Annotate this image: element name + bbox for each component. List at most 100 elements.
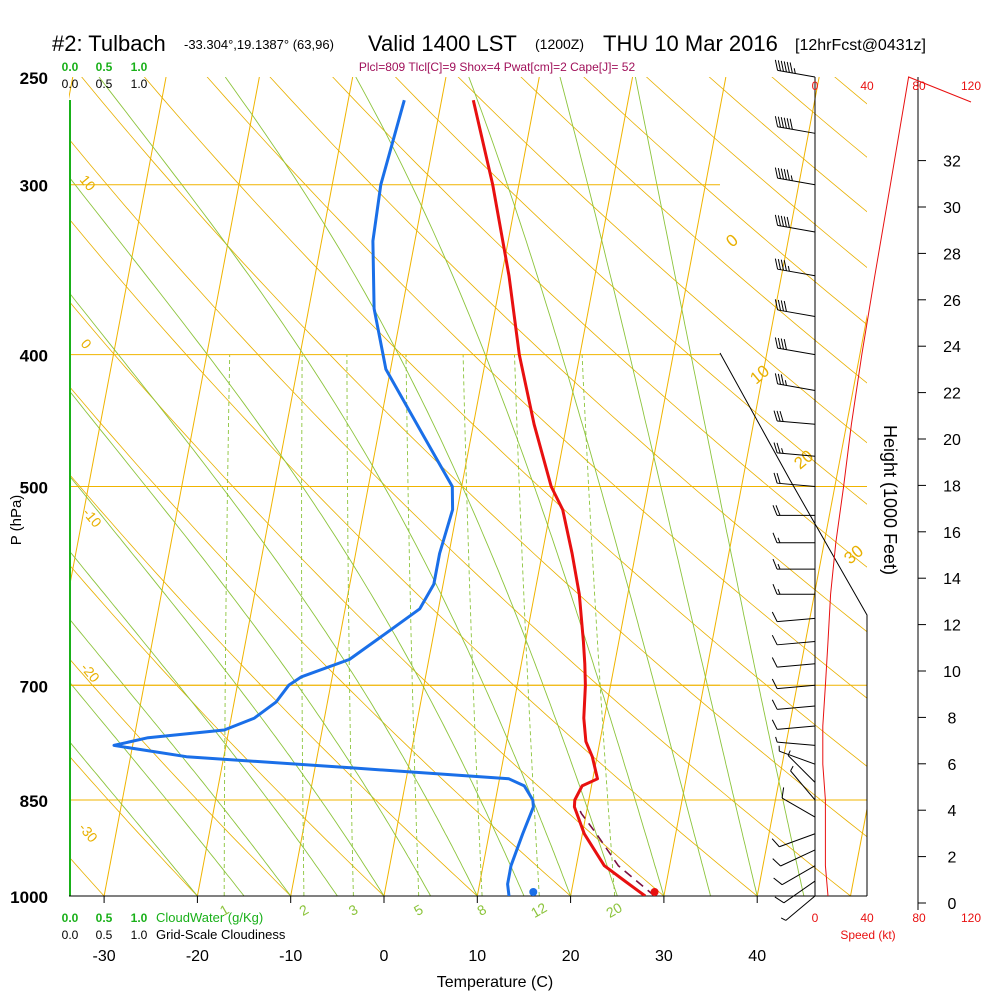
dry-adiabat-line — [457, 77, 867, 444]
wind-speed-line — [822, 76, 972, 897]
wind-barb — [774, 373, 816, 391]
wind-barbs — [771, 59, 816, 921]
wind-barb-halfflag — [790, 765, 794, 772]
wind-barb-flag — [780, 117, 784, 128]
wind-barb-flag — [783, 300, 787, 312]
moist-adiabat-line — [355, 77, 665, 896]
dry-adiabat-line — [69, 563, 385, 896]
speed-tick-label-bottom: 80 — [912, 911, 926, 925]
dry-adiabat-line — [269, 77, 867, 633]
wind-barb-flag — [789, 118, 793, 130]
moist-adiabat-line — [69, 176, 525, 896]
mixing-ratio-line — [301, 354, 305, 896]
cloudwater-tick-bottom: 0.0 — [62, 911, 79, 925]
pressure-tick-label: 850 — [20, 792, 48, 811]
wind-barb-flag — [786, 216, 790, 228]
parcel-path-line — [577, 806, 656, 896]
moist-adiabat-line — [224, 77, 618, 896]
wind-barb-flag — [789, 62, 793, 74]
wind-barb-staff — [785, 895, 816, 921]
wind-barb — [774, 167, 816, 186]
wind-barb-flag — [783, 61, 787, 73]
moist-adiabat-line — [69, 617, 292, 896]
wind-barb — [774, 116, 816, 134]
pressure-tick-label: 1000 — [10, 888, 48, 907]
wind-barb-staff — [781, 865, 816, 886]
pressure-tick-label: 250 — [20, 69, 48, 88]
wind-barb-staff — [781, 797, 816, 818]
height-tick-label: 20 — [943, 432, 961, 449]
wind-barb — [771, 657, 816, 668]
wind-barb — [773, 442, 816, 457]
dry-adiabat-line — [69, 385, 571, 896]
moist-adiabat-line — [69, 680, 245, 896]
temperature-tick-label: 10 — [468, 948, 486, 965]
wind-barb — [787, 750, 816, 783]
wind-barb-flag — [776, 442, 781, 454]
wind-barb — [781, 787, 816, 818]
moist-adiabat-label: 10 — [746, 361, 773, 388]
pressure-tick-label: 700 — [20, 677, 48, 696]
wind-barb-flag — [783, 117, 787, 129]
height-tick-label: 32 — [943, 154, 961, 171]
wind-barb-flag — [780, 338, 784, 350]
wind-barb-staff — [777, 224, 816, 233]
mixing-ratio-label: 12 — [528, 899, 550, 921]
dry-adiabat-line — [583, 77, 867, 326]
wind-barb-flag — [773, 472, 778, 484]
wind-barb — [775, 736, 816, 746]
wind-barb — [773, 410, 816, 425]
wind-barb-flag — [774, 214, 779, 226]
height-tick-label: 24 — [943, 339, 961, 356]
temperature-axis: -30 -20 -10 0 10 20 30 40 — [93, 896, 766, 965]
dry-adiabat-line — [69, 657, 291, 896]
mixing-ratio-label: 20 — [603, 899, 625, 921]
wind-barb — [780, 895, 816, 921]
dry-adiabat-line — [206, 77, 867, 699]
wind-barb-flag — [781, 787, 785, 799]
wind-barb-staff — [777, 617, 816, 623]
mixing-ratio-label: 3 — [346, 901, 361, 919]
dry-adiabat-line — [394, 77, 867, 505]
wind-barb — [771, 719, 816, 730]
wind-barb-flag — [786, 169, 790, 181]
cloudwater-tick-top: 0.0 — [62, 60, 79, 74]
wind-barb-flag — [776, 410, 781, 422]
wind-barb-flag — [780, 168, 784, 180]
mixing-ratio-line — [346, 354, 354, 896]
cloudwater-tick-top: 1.0 — [131, 60, 148, 74]
cloudwater-tick-bottom: 1.0 — [131, 911, 148, 925]
height-tick-label: 18 — [943, 478, 961, 495]
dry-adiabat-line — [69, 755, 198, 896]
wind-barb-flag — [774, 59, 779, 71]
wind-barb-flag — [780, 215, 784, 227]
wind-barb-staff — [779, 833, 816, 848]
dry-adiabat-labels: 100-10-20-30 — [76, 172, 105, 846]
wind-barb-flag — [773, 410, 778, 422]
wind-barb-flag — [771, 657, 778, 668]
temperature-tick-label: -20 — [186, 948, 209, 965]
cloudwater-tick-top: 0.5 — [96, 60, 113, 74]
mixing-ratio-line — [462, 354, 483, 896]
height-tick-label: 4 — [948, 803, 957, 820]
wind-barb-flag — [774, 337, 779, 349]
wind-barb-halfflag — [777, 563, 781, 570]
wind-barb-staff — [777, 641, 816, 646]
wind-barb — [773, 865, 816, 886]
wind-barb-flag — [774, 116, 779, 127]
moist-adiabat-line — [634, 77, 805, 896]
wind-barb-halfflag — [790, 175, 793, 181]
wind-barb-flag — [780, 300, 784, 312]
height-tick-label: 16 — [943, 525, 961, 542]
wind-barb — [774, 299, 816, 318]
speed-tick-label-top: 80 — [912, 79, 926, 93]
station-coords: -33.304°,19.1387° (63,96) — [184, 37, 334, 52]
wind-barb — [771, 678, 816, 690]
height-tick-label: 12 — [943, 618, 961, 635]
wind-barb-flag — [777, 60, 782, 72]
speed-tick-label-bottom: 0 — [812, 911, 819, 925]
dry-adiabat-line — [69, 218, 758, 896]
temperature-tick-label: 40 — [748, 948, 766, 965]
wind-barb-staff — [777, 177, 816, 186]
